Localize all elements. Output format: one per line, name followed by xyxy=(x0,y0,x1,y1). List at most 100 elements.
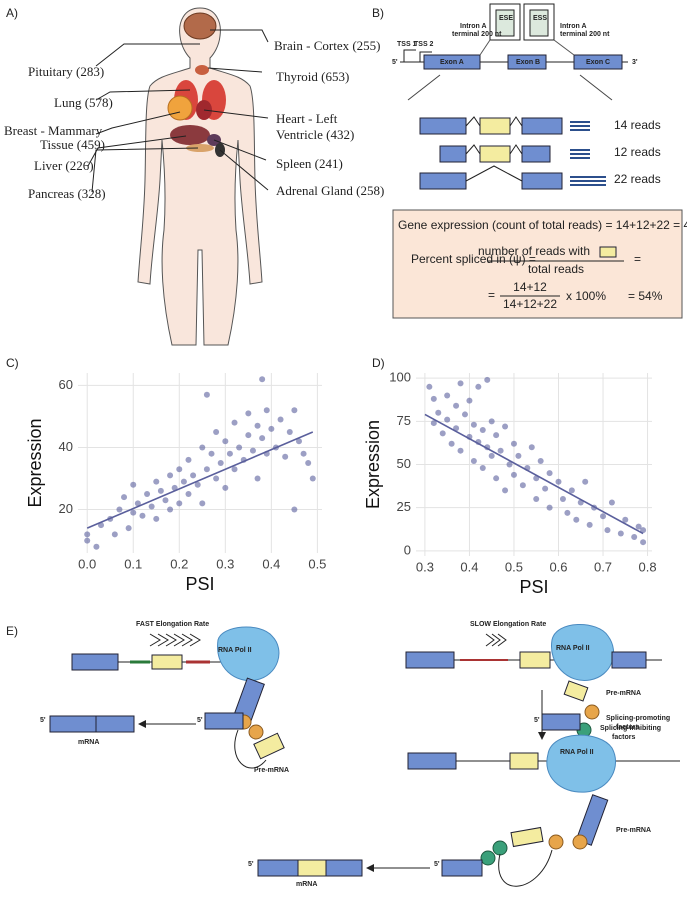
point xyxy=(125,525,132,532)
point xyxy=(190,472,197,479)
point xyxy=(622,516,629,523)
formula-text: = xyxy=(488,288,495,302)
panel-label: D) xyxy=(372,356,385,370)
tissue-label: Lung (578) xyxy=(54,95,113,110)
point xyxy=(635,523,642,530)
point xyxy=(631,534,638,541)
formula-text: = 54% xyxy=(628,289,663,303)
point xyxy=(291,407,298,414)
point xyxy=(640,527,647,534)
y-tick-label: 0 xyxy=(404,542,411,557)
charts: 0.0 0.1 0.2 0.3 0.4 0.5 20 40 60 PSI Expression 0.3… xyxy=(25,370,657,597)
point xyxy=(305,460,312,466)
point xyxy=(457,380,464,387)
point xyxy=(506,461,513,468)
tissue-label: Spleen (241) xyxy=(276,156,343,171)
y-tick-label: 50 xyxy=(397,456,411,471)
point xyxy=(519,482,526,489)
point xyxy=(426,383,433,390)
x-tick-label: 0.6 xyxy=(549,559,567,574)
point xyxy=(93,543,100,550)
point xyxy=(502,487,509,494)
panel-label: E) xyxy=(6,624,18,638)
x-axis-title: PSI xyxy=(519,577,548,597)
point xyxy=(640,539,647,546)
x-tick-label: 0.2 xyxy=(170,556,188,571)
formula-box xyxy=(392,209,683,319)
point xyxy=(291,506,298,513)
point xyxy=(430,395,437,402)
x-tick-label: 0.3 xyxy=(216,556,234,571)
point xyxy=(493,432,500,439)
point xyxy=(282,453,289,460)
reads-label: 14 reads xyxy=(614,118,661,132)
point xyxy=(130,481,137,488)
point xyxy=(208,450,215,457)
point xyxy=(439,430,446,437)
point xyxy=(84,537,91,544)
point xyxy=(546,504,553,511)
point xyxy=(217,460,224,466)
point xyxy=(564,509,571,516)
intron-label: terminal 200 nt xyxy=(560,31,610,38)
e-label: Pre-mRNA xyxy=(254,767,289,774)
point xyxy=(185,456,192,463)
point xyxy=(533,496,540,503)
point xyxy=(245,432,252,439)
point xyxy=(479,464,486,471)
point xyxy=(586,521,593,528)
point xyxy=(203,466,210,473)
point xyxy=(167,506,174,513)
body xyxy=(137,7,263,346)
point xyxy=(555,478,562,485)
point xyxy=(130,509,137,516)
tissue-label: Pituitary (283) xyxy=(28,64,104,79)
point xyxy=(222,484,229,491)
x-tick-label: 0.7 xyxy=(594,559,612,574)
point xyxy=(600,513,607,520)
point xyxy=(203,391,210,398)
point xyxy=(254,422,261,429)
point xyxy=(470,421,477,428)
point xyxy=(268,425,275,432)
x-tick-label: 0.4 xyxy=(460,559,478,574)
point xyxy=(528,444,535,451)
tissue-label: Tissue (459) xyxy=(40,137,105,152)
e-label: SLOW Elongation Rate xyxy=(470,621,546,628)
point xyxy=(573,516,580,523)
point xyxy=(153,478,160,485)
y-axis-title: Expression xyxy=(363,420,383,509)
point xyxy=(430,420,437,427)
point xyxy=(185,491,192,498)
point xyxy=(199,444,206,451)
point xyxy=(259,435,266,442)
point xyxy=(488,418,495,425)
point xyxy=(245,410,252,417)
point xyxy=(493,475,500,482)
e-label: Pre-mRNA xyxy=(606,690,641,697)
point xyxy=(263,407,270,414)
e-label: mRNA xyxy=(296,881,317,888)
element-label: ESS xyxy=(533,15,547,22)
point xyxy=(171,484,178,491)
point xyxy=(300,450,307,457)
point xyxy=(148,503,155,510)
e-label: RNA Pol II xyxy=(560,749,594,756)
point xyxy=(222,438,229,445)
point xyxy=(236,444,243,451)
end-label: 3' xyxy=(632,59,638,66)
e-label: 5' xyxy=(40,717,46,724)
point xyxy=(249,447,256,454)
isoforms xyxy=(419,116,606,190)
point xyxy=(448,440,455,447)
point xyxy=(466,397,473,404)
point xyxy=(479,426,486,433)
e-label: 5' xyxy=(534,717,540,724)
exon-label: Exon C xyxy=(586,59,610,66)
formula-text: x 100% xyxy=(566,289,606,303)
y-tick-label: 100 xyxy=(389,370,411,385)
point xyxy=(286,428,293,435)
x-tick-label: 0.3 xyxy=(416,559,434,574)
point xyxy=(617,530,624,537)
